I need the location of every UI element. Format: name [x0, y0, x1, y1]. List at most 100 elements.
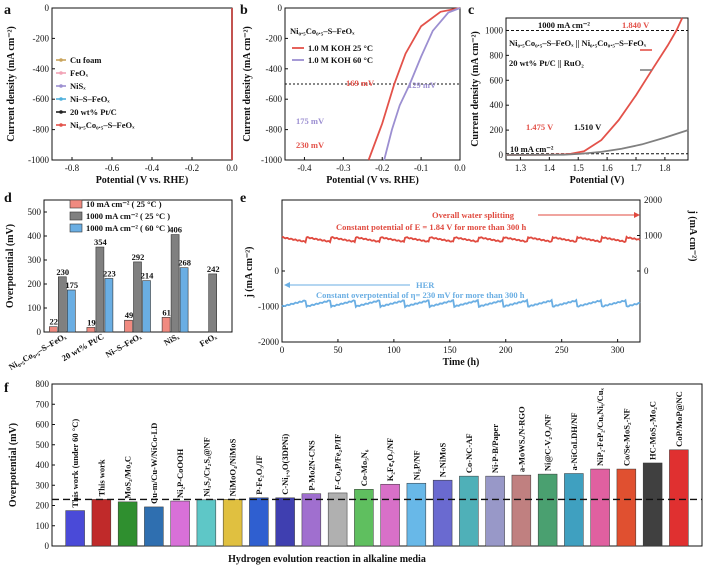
bar-label-3-2: 268 — [178, 258, 191, 268]
annotation-1840v: 1.840 V — [622, 20, 650, 30]
category-label-12: K₂Fe₄O₇/NF — [385, 438, 395, 482]
y-tick-label: -400 — [266, 64, 283, 74]
category-label-3: Cu-m/Cu-W/NiCo-LD — [149, 423, 159, 504]
legend-marker-5 — [59, 123, 63, 127]
x-tick-label: 0 — [280, 345, 285, 355]
y-tick-label: -200 — [33, 33, 50, 43]
bar-label-1-0: 19 — [87, 317, 96, 327]
panel-a: -0.8 -0.6 -0.4 -0.2 0.0 0 -200 -400 -600 -800 -100… — [6, 3, 238, 186]
category-label-14: N-NiMoS — [438, 442, 448, 477]
bar-0 — [65, 510, 85, 547]
x-axis-label: Potential (V) — [570, 175, 625, 186]
legend-marker-1 — [59, 71, 63, 75]
category-label-19: a-NiCoLDH/NF — [569, 412, 579, 470]
annotation-169mv: 169 mV — [346, 78, 375, 88]
x-tick-label: 0.0 — [226, 163, 238, 173]
y-tick-label: 700 — [36, 399, 50, 409]
category-label-13: Ni₂P/NF — [411, 450, 421, 480]
bar-0-0 — [48, 326, 58, 333]
y-tick-label: 0 — [45, 3, 50, 13]
legend-label-1: 20 wt% Pt/C || RuO₂ — [509, 58, 584, 68]
category-label-5: Ni₃S₂/Cr₂S₃@NF — [201, 437, 211, 497]
y-tick-label: -800 — [266, 125, 283, 135]
y2-tick-label: 1000 — [644, 231, 663, 241]
bar-label-2-2: 214 — [141, 271, 155, 281]
x-tick-label: -0.2 — [375, 163, 389, 173]
legend-label-4: 20 wt% Pt/C — [70, 107, 117, 117]
bar-18 — [537, 473, 558, 547]
y-axis-label: Current density (mA cm⁻²) — [470, 31, 481, 147]
legend-label-0: 10 mA cm⁻² ( 25 °C ) — [86, 199, 162, 209]
y-tick-label: 400 — [36, 460, 50, 470]
panel-label-b: b — [240, 3, 248, 18]
y-tick-label: 0 — [275, 266, 280, 276]
bar-1-0 — [86, 327, 96, 333]
category-label-0: This work (under 60 °C) — [70, 419, 80, 508]
category-label-10: F-Co₂P/Fe₂P/IF — [333, 434, 343, 490]
y-tick-label: 100 — [28, 303, 42, 313]
annotation-ows: Overall water splitting — [432, 210, 515, 220]
x-tick-label: 150 — [443, 345, 457, 355]
y-tick-label: 400 — [28, 231, 42, 241]
panel-c: 1.3 1.4 1.5 1.6 1.7 1.8 0 200 400 600 800 1000 Poten… — [470, 17, 689, 186]
annotation-1475v: 1.475 V — [526, 122, 554, 132]
legend-marker-3 — [59, 97, 63, 101]
x-tick-label: 250 — [555, 345, 569, 355]
x-tick-label: 50 — [333, 345, 343, 355]
x-axis-label: Hydrogen evolution reaction in alkaline … — [228, 554, 426, 565]
bar-label-3-1: 406 — [169, 225, 182, 235]
category-label-15: Co-NC-AF — [464, 433, 474, 473]
bar-label-0-0: 22 — [50, 317, 59, 327]
bar-0-2 — [67, 289, 76, 333]
y-tick-label: -2000 — [258, 337, 279, 347]
x-tick-label: -0.4 — [145, 163, 160, 173]
bar-label-2-1: 292 — [132, 252, 145, 262]
category-label-8: C-Ni₁.₀O(3DPNi) — [280, 434, 290, 495]
panel-label-d: d — [4, 191, 12, 206]
panel-f: 0 100 200 300 400 500 600 700 800 Overpotential (… — [8, 379, 703, 565]
x-tick-label: 1.3 — [515, 163, 527, 173]
y-tick-label: -1000 — [258, 302, 279, 312]
legend-label-0: 1.0 M KOH 25 °C — [308, 43, 373, 53]
category-label-2: Ni–S–FeOₓ — [104, 331, 144, 360]
legend-label-5: Ni₀.₅Co₀.₅–S–FeOₓ — [70, 120, 135, 130]
bar-label-0-1: 230 — [56, 267, 69, 277]
bar-11 — [354, 489, 374, 547]
x-tick-label: -0.2 — [185, 163, 199, 173]
x-tick-label: -0.1 — [414, 163, 428, 173]
y-tick-label: -1000 — [28, 155, 49, 165]
bar-1-1 — [95, 246, 105, 333]
y-tick-label: 0 — [45, 541, 50, 551]
bar-label-3-0: 61 — [162, 307, 171, 317]
legend-swatch-0 — [69, 199, 83, 209]
legend-marker-4 — [59, 110, 63, 114]
legend-label-2: NiSₓ — [70, 81, 86, 91]
y-tick-label: 200 — [36, 501, 50, 511]
arrowhead-her — [284, 282, 290, 288]
annotation-129mv: 129 mV — [408, 80, 437, 90]
panel-label-f: f — [4, 381, 9, 396]
x-axis-label: Potential (V vs. RHE) — [326, 175, 419, 186]
y-tick-label: 200 — [28, 279, 42, 289]
annotation-ows-detail: Constant potential of E = 1.84 V for mor… — [336, 222, 527, 232]
bar-7 — [249, 497, 269, 547]
y-tick-label: 1000 — [485, 25, 504, 35]
bar-label-4-1: 242 — [207, 264, 220, 274]
y-axis-label: j (mA cm⁻²) — [244, 246, 255, 298]
bar-2 — [117, 501, 138, 547]
category-label-22: HC-MoS₂-Mo₂C — [648, 401, 658, 460]
x-tick-label: 1.4 — [544, 163, 556, 173]
y-axis-label: Overpotential (mV) — [8, 423, 19, 507]
bar-3-1 — [170, 234, 180, 333]
panel-b: -0.4 -0.3 -0.2 -0.1 0.0 0 -200 -400 -600 -800 -100… — [242, 3, 466, 186]
category-label-17: a-MoWSₓ/N-RGO — [516, 406, 526, 472]
legend-label-1: 1000 mA cm⁻² ( 25 °C ) — [86, 211, 170, 221]
x-axis-label: Time (h) — [443, 357, 480, 368]
category-label-6: NiMoO₄/NiMoS — [228, 438, 238, 496]
y-axis-label: Current density (mA cm⁻²) — [6, 26, 17, 142]
annotation-230mv: 230 mV — [296, 140, 325, 150]
y-tick-label: 100 — [36, 521, 50, 531]
bar-0-1 — [57, 276, 67, 333]
bar-4 — [170, 500, 190, 547]
